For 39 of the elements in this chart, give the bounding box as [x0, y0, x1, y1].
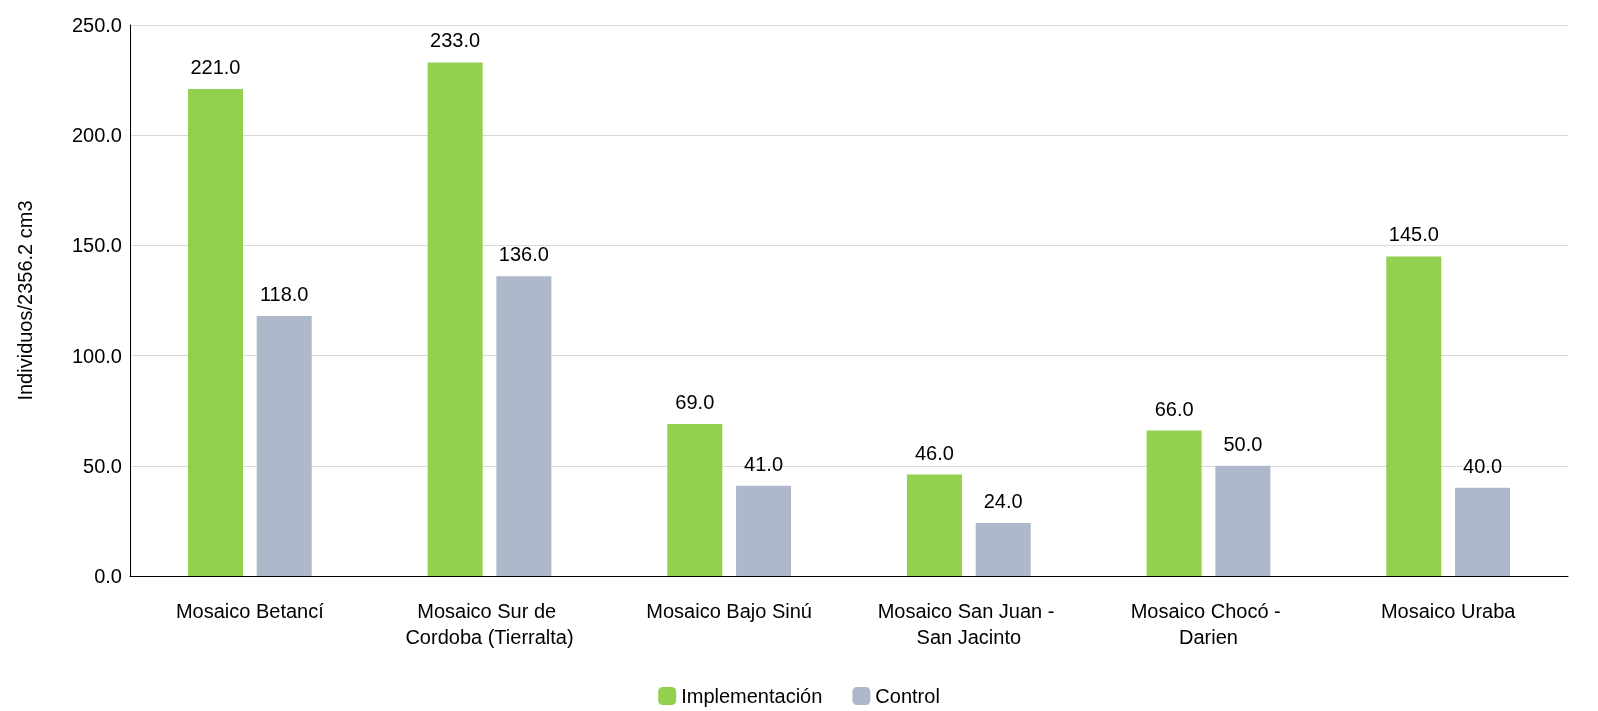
legend-label: Implementación: [681, 685, 823, 707]
data-label: 69.0: [675, 390, 715, 413]
y-tick-label: 100.0: [71, 344, 122, 367]
bar: [1386, 256, 1442, 576]
bar: [1146, 430, 1202, 576]
bar: [256, 315, 312, 576]
bar: [187, 88, 243, 576]
y-tick-label: 0.0: [94, 565, 122, 587]
y-tick-label: 200.0: [71, 124, 122, 147]
y-tick-label: 50.0: [83, 454, 122, 477]
legend-label: Control: [875, 685, 940, 707]
y-tick-label: 250.0: [71, 14, 122, 36]
x-tick-label: Mosaico Uraba: [1380, 600, 1517, 622]
data-label: 145.0: [1388, 223, 1439, 246]
data-label: 24.0: [983, 490, 1023, 513]
bar: [496, 276, 552, 576]
data-label: 46.0: [914, 441, 954, 464]
data-label: 221.0: [190, 55, 241, 78]
x-tick-label: Mosaico Sur de Cordoba (Tierralta): [405, 600, 574, 648]
data-label: 41.0: [744, 452, 784, 475]
y-axis-title: Individuos/2356.2 cm3: [14, 200, 36, 401]
data-label: 233.0: [430, 29, 481, 52]
bar: [1215, 465, 1271, 576]
data-label: 50.0: [1223, 432, 1263, 455]
x-tick-label: Mosaico Chocó - Darien: [1130, 600, 1287, 648]
bar: [1455, 487, 1511, 576]
data-label: 118.0: [259, 282, 309, 305]
data-label: 66.0: [1154, 397, 1194, 420]
x-tick-label: Mosaico San Juan - San Jacinto: [877, 600, 1060, 648]
bar: [906, 474, 962, 576]
x-tick-label: Mosaico Betancí: [175, 600, 325, 622]
bar: [667, 423, 723, 576]
bar: [736, 485, 792, 576]
bar: [427, 62, 483, 576]
data-label: 136.0: [498, 243, 549, 266]
y-tick-label: 150.0: [71, 234, 122, 257]
bar: [975, 523, 1031, 576]
x-tick-label: Mosaico Bajo Sinú: [646, 600, 812, 622]
data-label: 40.0: [1463, 454, 1503, 477]
